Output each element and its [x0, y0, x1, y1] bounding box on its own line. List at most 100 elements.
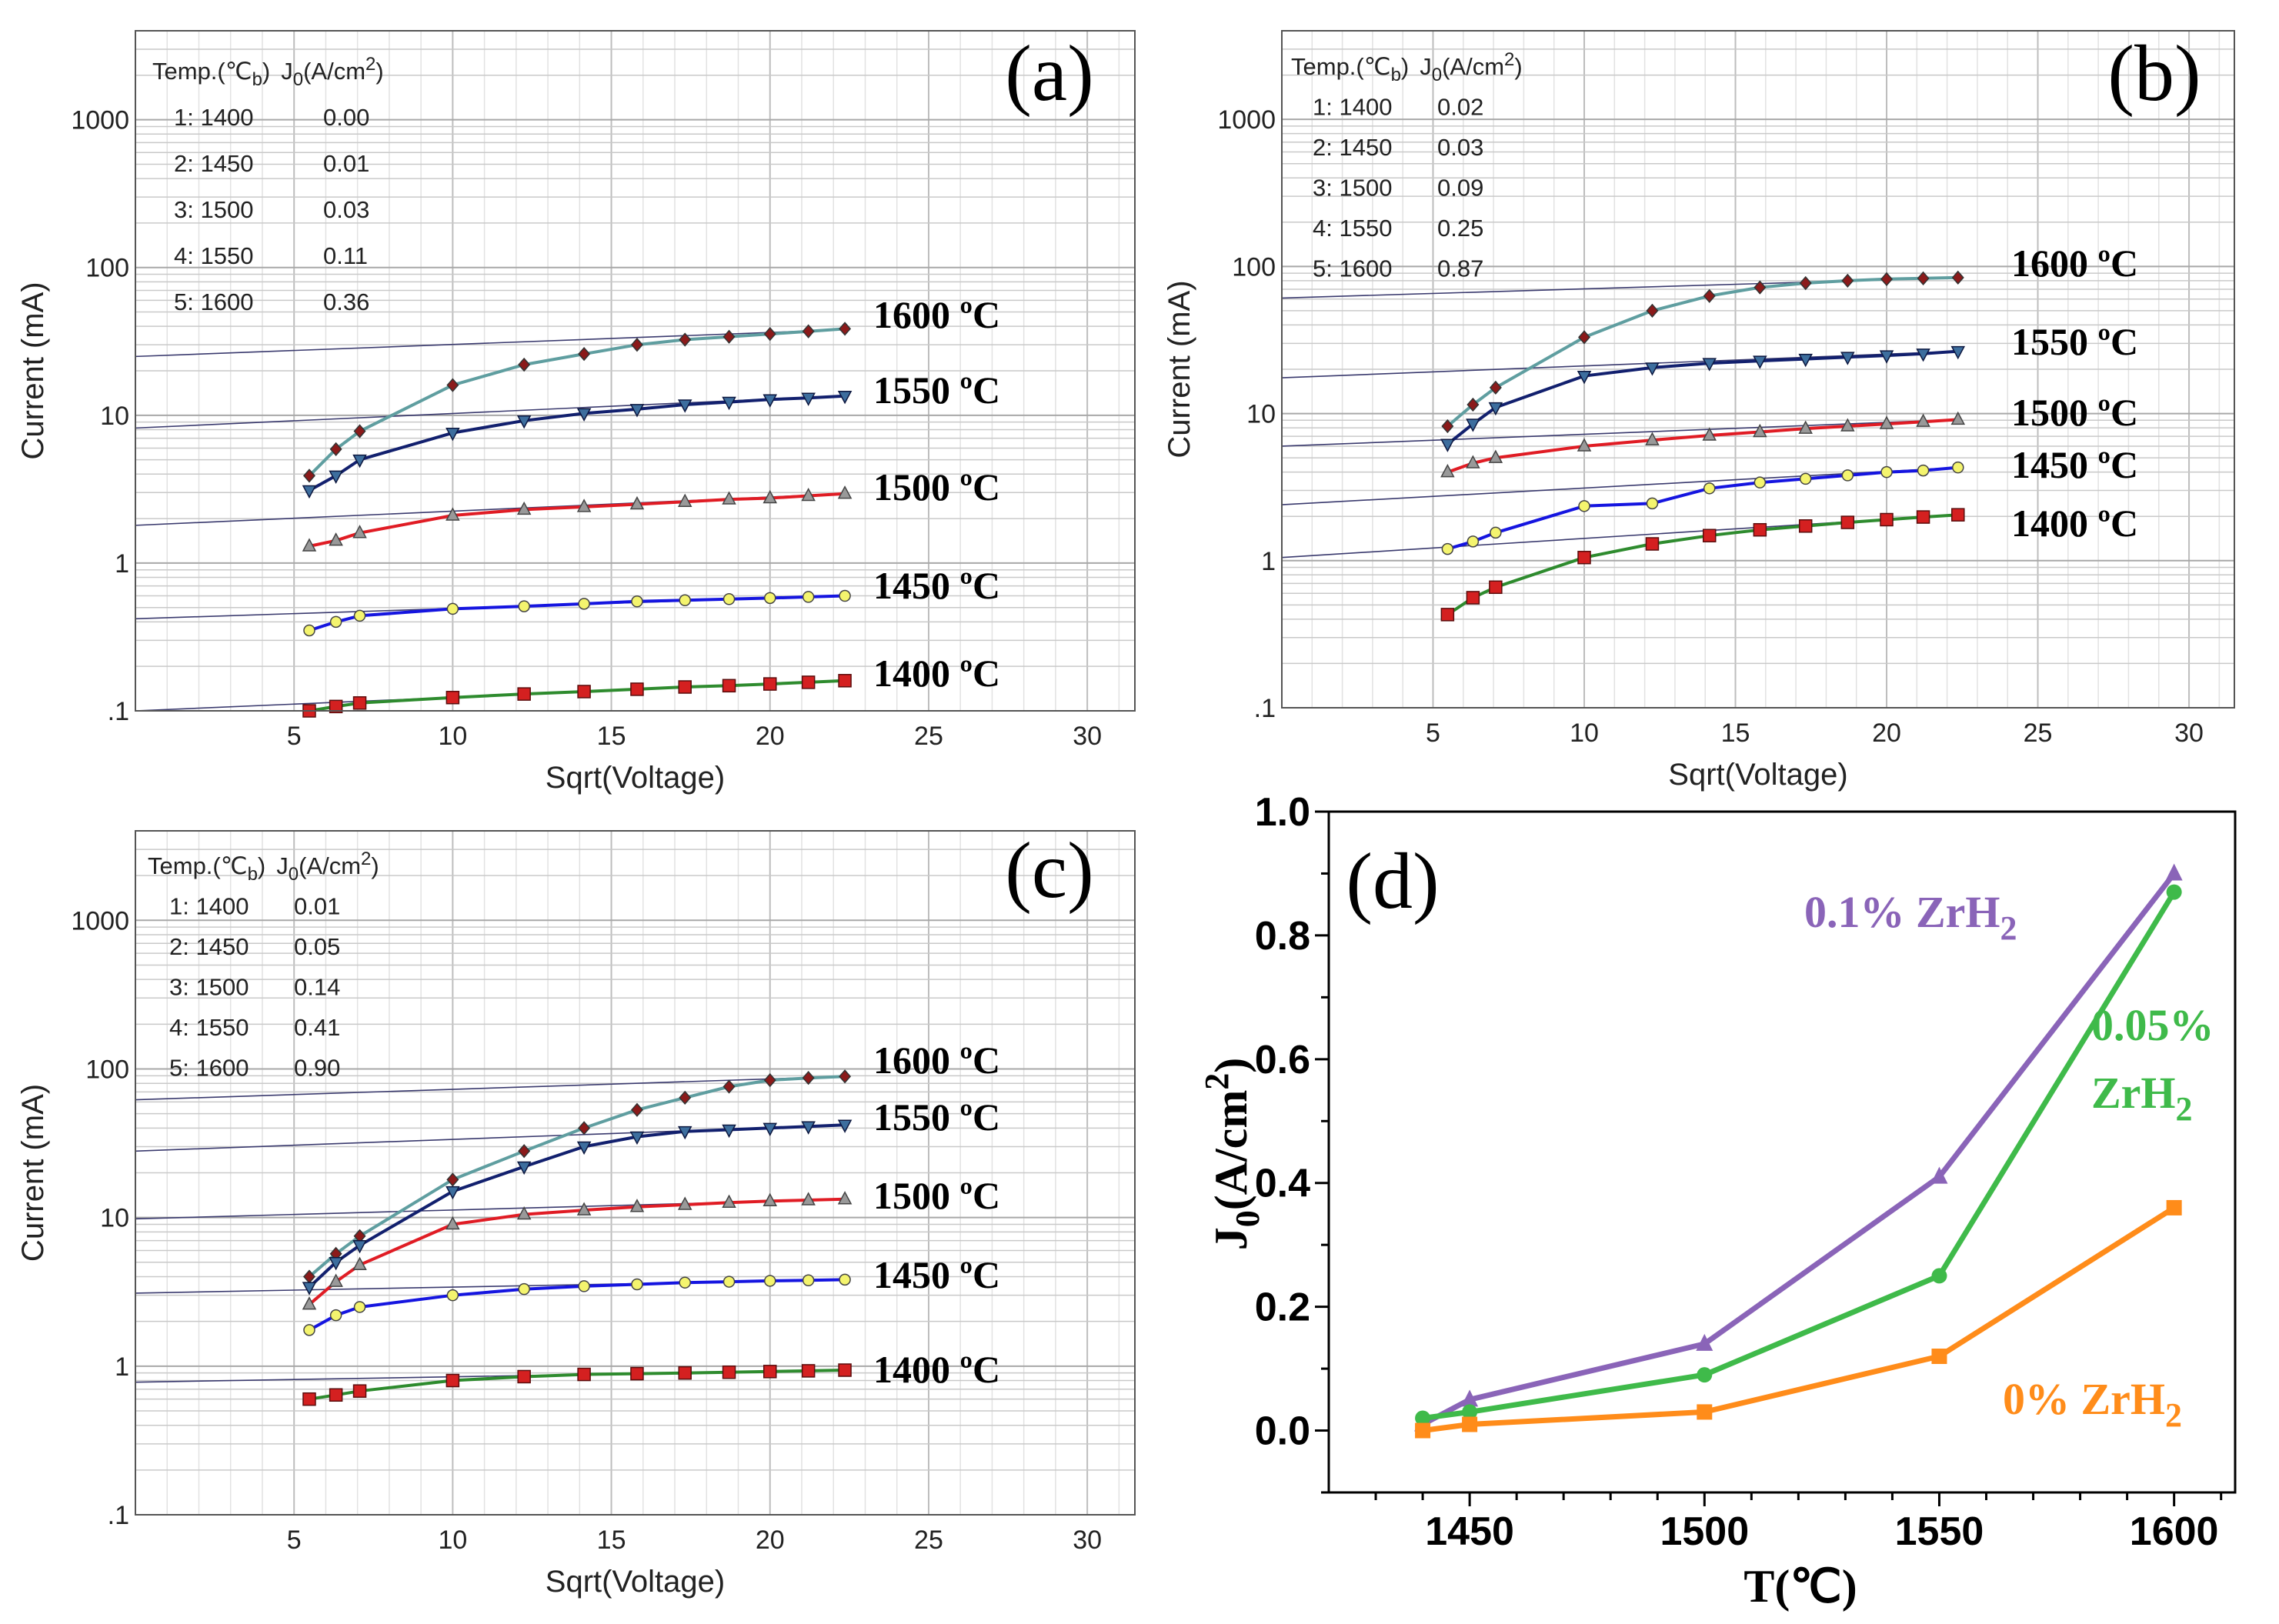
x-tick-label: 30	[2174, 719, 2204, 748]
data-point	[1646, 497, 1659, 510]
data-point	[516, 1161, 532, 1175]
data-point	[722, 1276, 736, 1288]
y-tick-label: 0.0	[1255, 1409, 1310, 1454]
data-point	[678, 1366, 692, 1380]
fit-line	[135, 1075, 846, 1101]
data-point	[1799, 472, 1812, 485]
data-point	[1841, 273, 1854, 288]
data-point	[1840, 515, 1855, 529]
data-point	[762, 394, 778, 408]
panel-b-x-axis-title: Sqrt(Voltage)	[1668, 758, 1847, 792]
y-tick-label: 100	[1232, 252, 1276, 282]
data-point	[839, 1273, 851, 1286]
legend-row-j0: 0.36	[323, 288, 369, 315]
data-point	[446, 1289, 459, 1302]
temperature-label: 1450 ºC	[2011, 443, 2138, 486]
data-point	[1798, 420, 1813, 434]
data-point	[353, 1301, 366, 1313]
data-point	[1578, 500, 1590, 512]
data-point	[679, 594, 691, 607]
data-point	[576, 1202, 592, 1215]
y-tick-label: 10	[1246, 400, 1276, 429]
data-point	[762, 489, 778, 504]
data-point	[302, 469, 315, 483]
data-point	[722, 1365, 736, 1379]
data-point	[1753, 280, 1767, 295]
data-point	[629, 404, 645, 418]
x-tick-label: 20	[1872, 719, 1901, 748]
data-point	[516, 501, 532, 515]
data-point	[679, 1090, 692, 1105]
legend-row-temp: 2: 1450	[174, 150, 253, 177]
x-tick-label: 20	[756, 1526, 785, 1555]
temperature-label: 1400 ºC	[2011, 502, 2138, 545]
data-point	[1441, 542, 1454, 555]
data-point	[1753, 423, 1767, 438]
data-point	[518, 1144, 531, 1159]
data-point	[1753, 355, 1767, 369]
data-point	[1917, 464, 1930, 477]
data-point	[578, 1280, 590, 1292]
data-point	[518, 1282, 530, 1296]
data-point	[2165, 863, 2183, 881]
temperature-label: 1550 ºC	[873, 1095, 1000, 1139]
panel-b-letter: (b)	[2107, 29, 2201, 118]
data-point	[802, 1071, 815, 1085]
data-point	[677, 1196, 692, 1210]
panel-d-y-ticks: 0.0 0.2 0.4 0.6 0.8 1.0	[1255, 790, 1310, 1454]
panel-a-x-ticks: 5 10 15 20 25 30	[287, 722, 1102, 751]
data-point	[1440, 608, 1455, 622]
panel-d-x-ticks: 1450 1500 1550 1600	[1425, 1509, 2218, 1554]
data-point	[445, 507, 460, 521]
data-point	[1702, 529, 1717, 542]
data-point	[1489, 380, 1502, 395]
data-point	[1697, 1367, 1713, 1383]
data-point	[1646, 303, 1659, 318]
y-tick-label: 10	[100, 1204, 129, 1233]
data-point	[1415, 1410, 1431, 1426]
data-point	[1879, 350, 1894, 364]
series-line	[308, 1075, 846, 1279]
data-point	[1488, 402, 1503, 416]
data-point	[1951, 508, 1965, 522]
x-tick-label: 15	[1721, 719, 1750, 748]
series-line	[1422, 890, 2177, 1421]
panel-a-temperature-labels: 1600 ºC 1550 ºC 1500 ºC 1450 ºC 1400 ºC	[873, 293, 1000, 695]
plot-frame	[1327, 810, 2237, 1494]
panel-b-temperature-labels: 1600 ºC 1550 ºC 1500 ºC 1450 ºC 1400 ºC	[2011, 242, 2138, 545]
y-tick-label: 0.4	[1255, 1162, 1310, 1206]
legend-row-j0: 0.03	[1437, 134, 1483, 161]
data-point	[679, 332, 692, 347]
data-point	[801, 1192, 816, 1205]
data-point	[630, 1366, 644, 1381]
temperature-label: 1600 ºC	[873, 1039, 1000, 1082]
data-point	[1462, 1416, 1478, 1432]
data-point	[763, 677, 777, 691]
x-tick-label: 10	[1570, 719, 1599, 748]
x-tick-label: 15	[597, 722, 626, 751]
panel-c-legend: Temp.(℃b) J0(A/cm2) 1: 1400 0.01 2: 1450 …	[148, 849, 379, 1082]
temperature-label: 1600 ºC	[2011, 242, 2138, 285]
data-point	[445, 690, 460, 705]
data-point	[329, 1257, 343, 1271]
y-tick-label: 1000	[71, 906, 129, 935]
y-tick-label: 0.6	[1255, 1038, 1310, 1082]
data-point	[1799, 275, 1812, 291]
data-point	[764, 592, 776, 605]
data-point	[677, 493, 692, 507]
data-point	[1840, 418, 1855, 432]
data-point	[352, 1384, 367, 1398]
x-tick-label: 20	[756, 722, 785, 751]
data-point	[764, 1275, 776, 1287]
data-point	[801, 1121, 816, 1135]
data-point	[763, 1365, 777, 1379]
data-point	[352, 696, 367, 710]
data-point	[802, 1274, 815, 1287]
data-point	[629, 1131, 645, 1145]
temperature-label: 1450 ºC	[873, 564, 1000, 607]
data-point	[1950, 345, 1966, 360]
data-point	[302, 1296, 317, 1310]
panel-b-legend: Temp.(℃b) J0(A/cm2) 1: 1400 0.02 2: 1450 …	[1291, 49, 1523, 282]
data-point	[1840, 352, 1855, 365]
data-point	[1951, 270, 1964, 285]
